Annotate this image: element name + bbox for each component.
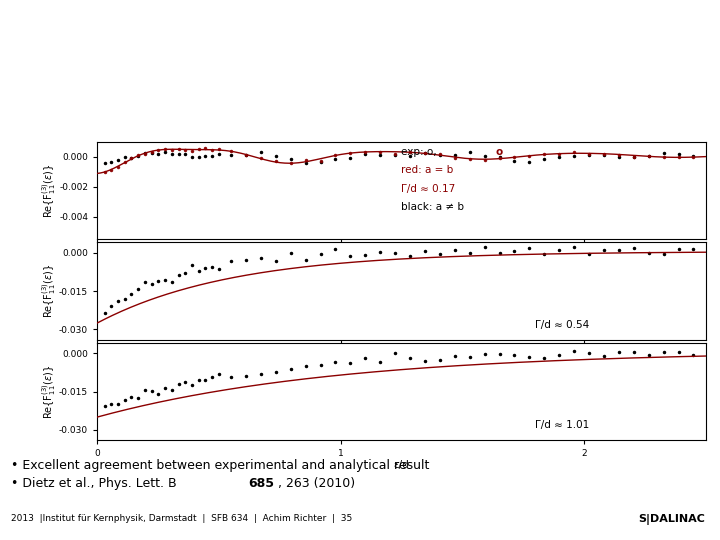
Text: Γ/d ≈ 0.17: Γ/d ≈ 0.17: [402, 184, 456, 194]
Text: • Dietz et al., Phys. Lett. B: • Dietz et al., Phys. Lett. B: [11, 477, 181, 490]
Y-axis label: Re{F$_{11}^{(3)}$($\varepsilon$)}: Re{F$_{11}^{(3)}$($\varepsilon$)}: [40, 364, 58, 419]
Text: exp: o,: exp: o,: [402, 147, 440, 157]
Text: TECHNISCHE: TECHNISCHE: [621, 50, 678, 58]
Text: 685: 685: [248, 477, 274, 490]
Text: • Excellent agreement between experimental and analytical result: • Excellent agreement between experiment…: [11, 459, 429, 472]
Text: 2013  |Institut für Kernphysik, Darmstadt  |  SFB 634  |  Achim Richter  |  35: 2013 |Institut für Kernphysik, Darmstadt…: [11, 514, 352, 523]
Text: Ratio of Cross-Section- and Squared: Ratio of Cross-Section- and Squared: [11, 43, 338, 58]
Text: black: a ≠ b: black: a ≠ b: [402, 202, 464, 212]
Text: o: o: [495, 147, 503, 157]
Text: S|DALINAC: S|DALINAC: [639, 514, 706, 525]
Text: , 263 (2010): , 263 (2010): [278, 477, 355, 490]
Y-axis label: Re{F$_{11}^{(3)}$($\varepsilon$)}: Re{F$_{11}^{(3)}$($\varepsilon$)}: [40, 163, 58, 218]
Text: DARMSTADT: DARMSTADT: [621, 96, 678, 105]
X-axis label: ε/d: ε/d: [394, 460, 409, 469]
Y-axis label: Re{F$_{11}^{(3)}$($\varepsilon$)}: Re{F$_{11}^{(3)}$($\varepsilon$)}: [40, 264, 58, 319]
Text: Γ/d ≈ 0.54: Γ/d ≈ 0.54: [535, 320, 590, 330]
Text: red: a = b: red: a = b: [402, 165, 454, 176]
Text: UNIVERSITÄT: UNIVERSITÄT: [621, 73, 678, 82]
Text: Γ/d ≈ 1.01: Γ/d ≈ 1.01: [535, 420, 590, 430]
Text: 2-Point Correlation Functions: 2-Point Correlation Functions: [11, 75, 276, 90]
Text: S-Matrix-Autocorrelation Coefficients:: S-Matrix-Autocorrelation Coefficients:: [11, 58, 356, 73]
